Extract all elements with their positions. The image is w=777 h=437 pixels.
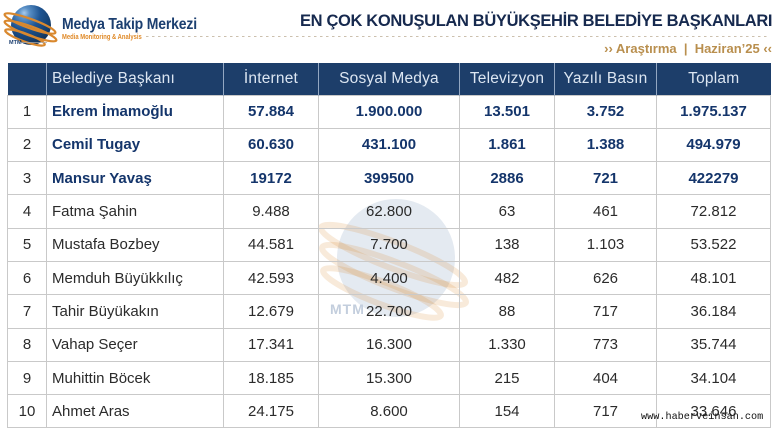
svg-text:MTM: MTM bbox=[9, 40, 22, 46]
